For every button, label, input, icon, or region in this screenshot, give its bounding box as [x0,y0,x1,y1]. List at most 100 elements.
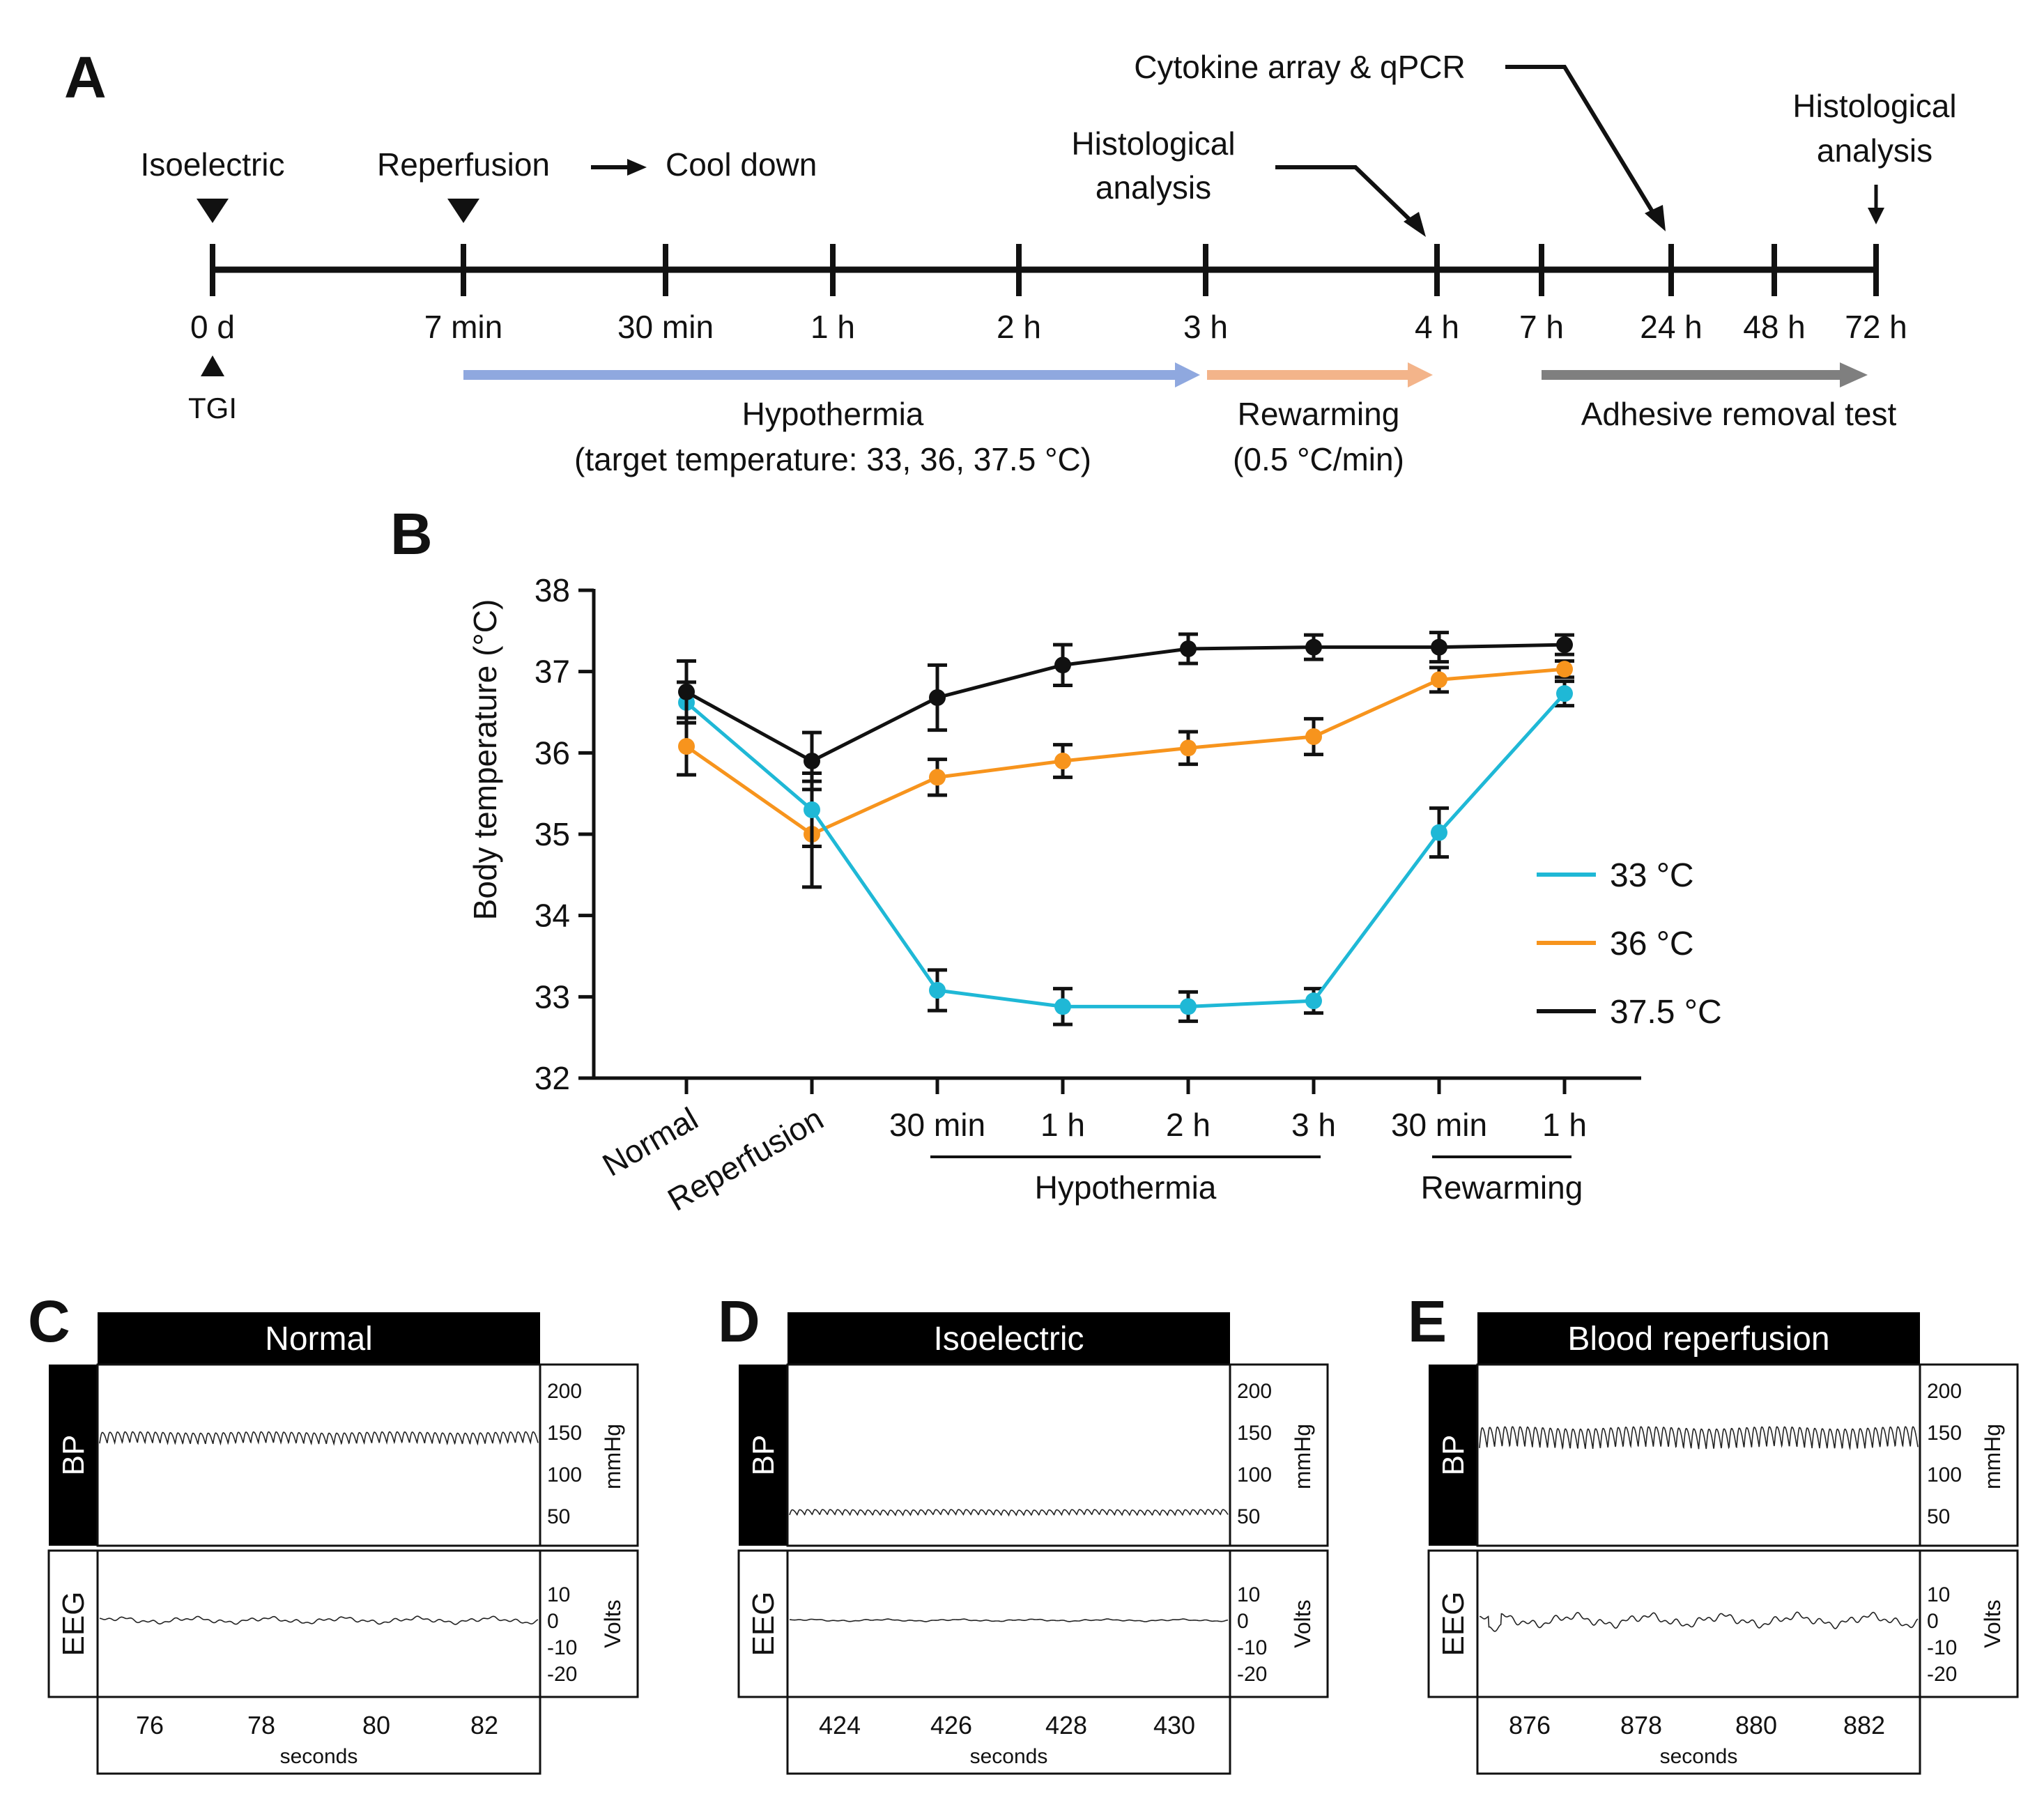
point-2-3 [1054,656,1071,674]
bp-label-2: BP [1436,1435,1470,1476]
eeg-tick-2-1: 0 [1927,1610,1939,1633]
eeg-waveform-1 [790,1618,1229,1622]
timeline-tick-label-4: 2 h [997,309,1041,345]
bp-tick-1-0: 200 [1237,1380,1272,1403]
y-tick-label-5: 37 [535,654,570,690]
y-tick-label-1: 33 [535,978,570,1015]
y-ticks: 32 33 34 35 36 37 38 [535,572,594,1096]
label-tgi: TGI [188,392,237,424]
time-label-0: seconds [280,1745,358,1768]
timeline-tick-label-3: 1 h [810,309,855,345]
eeg-tick-2-2: -10 [1927,1636,1957,1659]
tgi-arrowhead [201,355,224,376]
x-tick-label-3: 1 h [1040,1107,1085,1143]
label-isoelectric: Isoelectric [140,146,284,183]
label-histological-2-line2: analysis [1817,132,1932,169]
eeg-tick-0-0: 10 [547,1583,570,1606]
point-2-7 [1556,636,1573,654]
bp-tick-0-2: 100 [547,1463,582,1486]
legend-label-1: 36 °C [1610,925,1694,962]
bp-tick-2-0: 200 [1927,1380,1962,1403]
hypothermia-arrowhead [1175,362,1200,387]
point-0-2 [929,982,946,999]
group-label-1: Rewarming [1421,1169,1583,1206]
eeg-plot-1 [786,1549,1231,1698]
point-0-5 [1305,992,1322,1010]
trace-panels: C D E NormalBPEEG20015010050mmHg100-10-2… [28,1289,2019,1775]
trace-title-0: Normal [265,1321,373,1358]
trace-panel-2: Blood reperfusionBPEEG20015010050mmHg100… [1427,1312,2019,1775]
bp-tick-2-3: 50 [1927,1505,1950,1528]
bp-label-1: BP [746,1435,781,1476]
time-tick-1-3: 430 [1153,1711,1195,1739]
label-histological-1: Histological [1071,125,1235,162]
time-tick-1-2: 428 [1045,1711,1087,1739]
label-reperfusion: Reperfusion [377,146,550,183]
timeline-tick-label-8: 24 h [1640,309,1703,345]
arrowhead-isoelectric [197,199,229,223]
eeg-tick-0-2: -10 [547,1636,577,1659]
panel-label-d: D [718,1289,760,1354]
bp-unit-1: mmHg [1290,1424,1315,1489]
eeg-tick-0-1: 0 [547,1610,559,1633]
bp-waveform-0 [99,1431,539,1446]
x-tick-label-2: 30 min [889,1107,985,1143]
bp-plot-1 [786,1363,1231,1547]
eeg-label-1: EEG [746,1592,781,1657]
timeline-tick-label-6: 4 h [1415,309,1459,345]
time-label-1: seconds [970,1745,1048,1768]
eeg-tick-1-1: 0 [1237,1610,1249,1633]
panel-label-c: C [28,1289,70,1354]
eeg-scale-box-1 [1229,1549,1329,1698]
series-line-1 [685,667,1565,836]
bp-tick-1-3: 50 [1237,1505,1260,1528]
bp-plot-0 [96,1363,541,1547]
point-2-6 [1431,638,1447,656]
label-rewarming-sub: (0.5 °C/min) [1233,441,1404,477]
bp-tick-0-0: 200 [547,1380,582,1403]
bp-scale-box-1 [1229,1363,1329,1547]
point-0-4 [1180,998,1197,1015]
bp-tick-0-3: 50 [547,1505,570,1528]
arrowhead-reperfusion [447,199,479,223]
legend-label-2: 37.5 °C [1610,994,1722,1031]
label-histological-2: Histological [1792,88,1956,124]
timeline-tick-label-0: 0 d [190,309,235,345]
eeg-label-2: EEG [1436,1592,1470,1657]
timeline-tick-label-1: 7 min [424,309,502,345]
label-adhesive: Adhesive removal test [1581,396,1897,432]
bp-plot-2 [1476,1363,1921,1547]
point-2-5 [1305,638,1322,656]
x-tick-label-7: 1 h [1542,1107,1587,1143]
bp-waveform-1 [789,1509,1229,1517]
histology-72h-arrowhead [1868,208,1884,224]
point-1-2 [929,769,946,786]
eeg-scale-box-2 [1919,1549,2019,1698]
bp-tick-1-2: 100 [1237,1463,1272,1486]
series [677,631,1574,1027]
group-label-0: Hypothermia [1035,1169,1217,1206]
histology-4h-arrow [1275,165,1415,225]
eeg-tick-2-0: 10 [1927,1583,1950,1606]
series-0 [677,679,1574,1027]
bp-tick-2-1: 150 [1927,1422,1962,1445]
trace-title-2: Blood reperfusion [1567,1321,1829,1358]
point-0-1 [804,801,820,818]
histology-4h-arrowhead [1404,212,1426,237]
timeline-tick-label-9: 48 h [1743,309,1806,345]
cytokine-arrow [1505,65,1657,217]
bp-side-tab-2 [1429,1365,1477,1546]
bp-unit-2: mmHg [1980,1424,2005,1489]
time-tick-0-2: 80 [362,1711,390,1739]
eeg-side-tab-1 [737,1549,789,1698]
time-label-2: seconds [1660,1745,1738,1768]
time-tick-0-1: 78 [247,1711,275,1739]
timeline-tick-label-10: 72 h [1845,309,1907,345]
y-tick-label-2: 34 [535,898,570,934]
time-tick-2-0: 876 [1509,1711,1551,1739]
eeg-unit-0: Volts [600,1599,625,1647]
y-tick-label-0: 32 [535,1060,570,1096]
timeline-ticks: 0 d 7 min 30 min 1 h 2 h 3 h 4 h 7 h 24 h 48 h 72 … [190,244,1907,345]
timeline-tick-label-5: 3 h [1183,309,1228,345]
eeg-unit-2: Volts [1980,1599,2005,1647]
